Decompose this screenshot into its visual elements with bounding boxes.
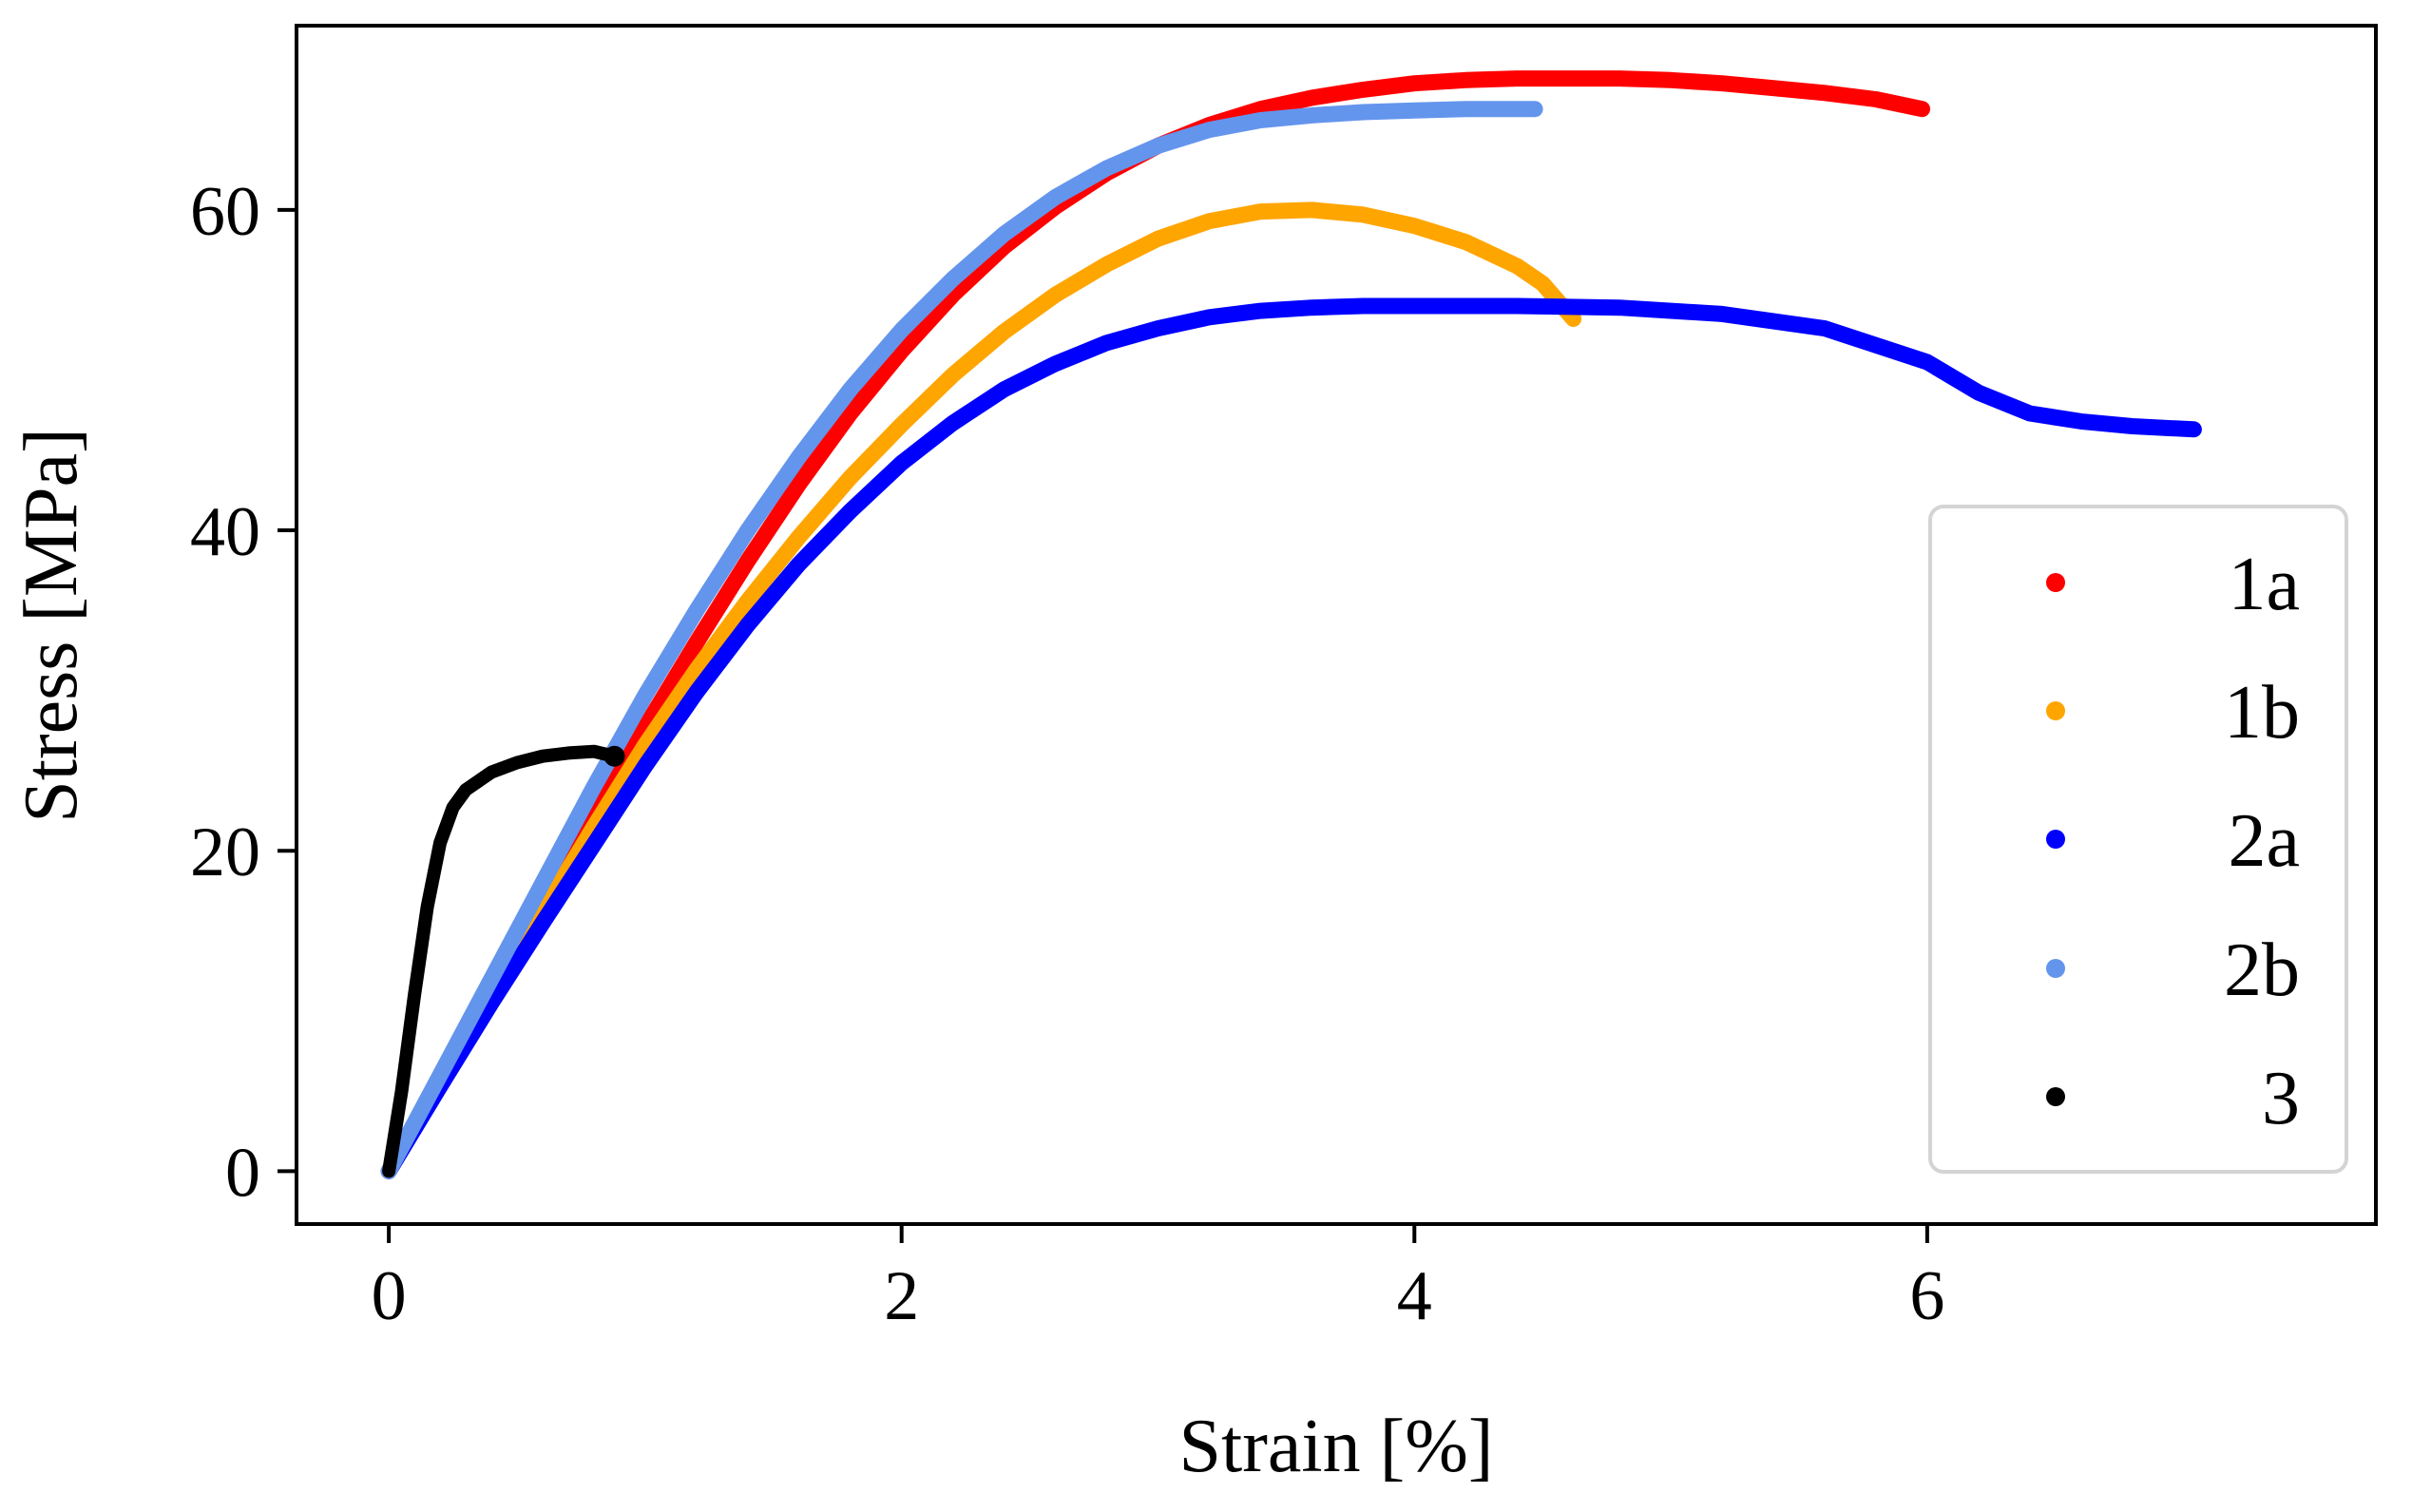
legend-marker-2b [2046,959,2065,978]
legend-marker-2a [2046,830,2065,849]
legend-label-2a: 2a [2228,799,2300,883]
x-axis-label: Strain [%] [1178,1405,1493,1488]
legend: 1a 1b 2a 2b 3 [1928,505,2348,1174]
legend-label-1b: 1b [2224,671,2300,755]
series-line-2a [380,297,2202,1179]
legend-marker-1a [2046,573,2065,592]
legend-label-2b: 2b [2224,928,2300,1012]
plot-frame [295,24,2378,1226]
series-point-3-end [603,745,625,767]
legend-label-1a: 1a [2228,543,2300,626]
y-tick-label: 20 [190,813,260,891]
y-tick-label: 60 [190,173,260,251]
series-line-3 [382,744,622,1178]
legend-marker-1b [2046,701,2065,720]
x-axis: 0 2 4 6 [372,1224,1944,1335]
x-tick-label: 0 [372,1257,407,1335]
x-tick-label: 6 [1909,1257,1944,1335]
series-line-2b [380,101,1543,1179]
x-tick-label: 4 [1397,1257,1432,1335]
legend-marker-3 [2046,1087,2065,1106]
plot-area [380,70,2202,1179]
y-axis: 0 20 40 60 [190,173,297,1212]
y-axis-label: Stress [MPa] [10,428,93,823]
series-line-1b [380,201,1582,1179]
legend-label-3: 3 [2262,1057,2300,1140]
legend-box [1928,505,2348,1174]
x-tick-label: 2 [884,1257,919,1335]
y-tick-label: 0 [225,1134,260,1212]
y-tick-label: 40 [190,493,260,571]
